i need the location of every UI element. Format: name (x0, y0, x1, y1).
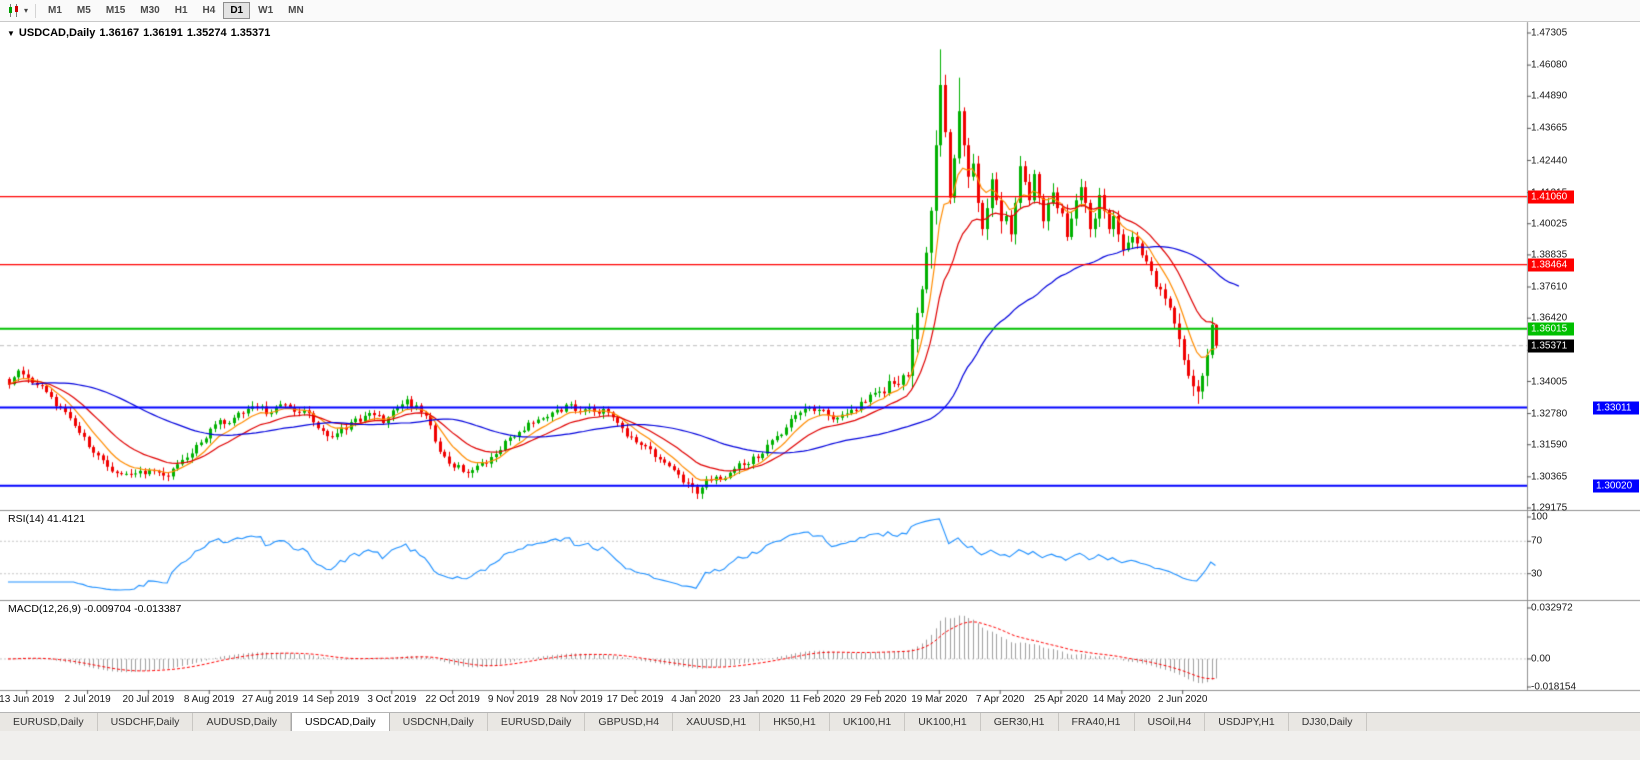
timeframe-button-m30[interactable]: M30 (133, 2, 166, 19)
chart-tab-gbpusd-h4[interactable]: GBPUSD,H4 (585, 713, 674, 731)
timeframe-button-m1[interactable]: M1 (41, 2, 69, 19)
chart-tab-fra40-h1[interactable]: FRA40,H1 (1058, 713, 1135, 731)
chart-tab-ger30-h1[interactable]: GER30,H1 (980, 713, 1059, 731)
chart-tab-eurusd-daily[interactable]: EURUSD,Daily (487, 713, 586, 731)
ohlc-close: 1.35371 (230, 27, 271, 39)
chart-tab-uk100-h1[interactable]: UK100,H1 (905, 713, 981, 731)
timeframe-button-mn[interactable]: MN (281, 2, 311, 19)
timeframe-button-h4[interactable]: H4 (196, 2, 223, 19)
timeframe-buttons: M1 M5 M15 M30 H1 H4 D1 W1 MN (41, 2, 311, 19)
chart-tab-xauusd-h1[interactable]: XAUUSD,H1 (673, 713, 761, 731)
chart-canvas[interactable] (0, 0, 1640, 712)
chart-ohlc-header: ▼ USDCAD,Daily 1.36167 1.36191 1.35274 1.3537… (7, 27, 274, 39)
chart-tab-usdjpy-h1[interactable]: USDJPY,H1 (1205, 713, 1289, 731)
chart-tab-hk50-h1[interactable]: HK50,H1 (760, 713, 830, 731)
chart-tabbar: EURUSD,Daily USDCHF,Daily AUDUSD,Daily USDC… (0, 712, 1640, 731)
chart-tab-usoil-h4[interactable]: USOil,H4 (1134, 713, 1206, 731)
collapse-icon[interactable]: ▼ (7, 29, 15, 38)
timeframe-button-m15[interactable]: M15 (99, 2, 132, 19)
ohlc-high: 1.36191 (143, 27, 183, 39)
timeframe-toolbar: ▾ M1 M5 M15 M30 H1 H4 D1 W1 MN (0, 0, 1640, 22)
chart-tab-usdcad-daily[interactable]: USDCAD,Daily (291, 713, 390, 731)
status-bar (0, 731, 1640, 760)
timeframe-button-d1[interactable]: D1 (223, 2, 251, 19)
chart-symbol-label: USDCAD,Daily (18, 27, 96, 39)
chart-tab-usdchf-daily[interactable]: USDCHF,Daily (97, 713, 194, 731)
chart-tab-usdcnh-daily[interactable]: USDCNH,Daily (389, 713, 488, 731)
rsi-indicator-label: RSI(14) 41.4121 (8, 513, 86, 525)
ohlc-low: 1.35274 (186, 27, 227, 39)
chart-tab-audusd-daily[interactable]: AUDUSD,Daily (193, 713, 292, 731)
chart-tab-eurusd-daily[interactable]: EURUSD,Daily (0, 713, 98, 731)
timeframe-button-m5[interactable]: M5 (70, 2, 98, 19)
ohlc-open: 1.36167 (99, 27, 140, 39)
chart-type-dropdown-icon[interactable]: ▾ (24, 6, 29, 15)
chart-type-icon[interactable] (4, 2, 24, 20)
toolbar-divider (35, 3, 37, 18)
chart-tab-uk100-h1[interactable]: UK100,H1 (829, 713, 906, 731)
timeframe-button-h1[interactable]: H1 (168, 2, 195, 19)
timeframe-button-w1[interactable]: W1 (251, 2, 280, 19)
chart-tab-dj30-daily[interactable]: DJ30,Daily (1288, 713, 1367, 731)
macd-indicator-label: MACD(12,26,9) -0.009704 -0.013387 (8, 603, 182, 615)
